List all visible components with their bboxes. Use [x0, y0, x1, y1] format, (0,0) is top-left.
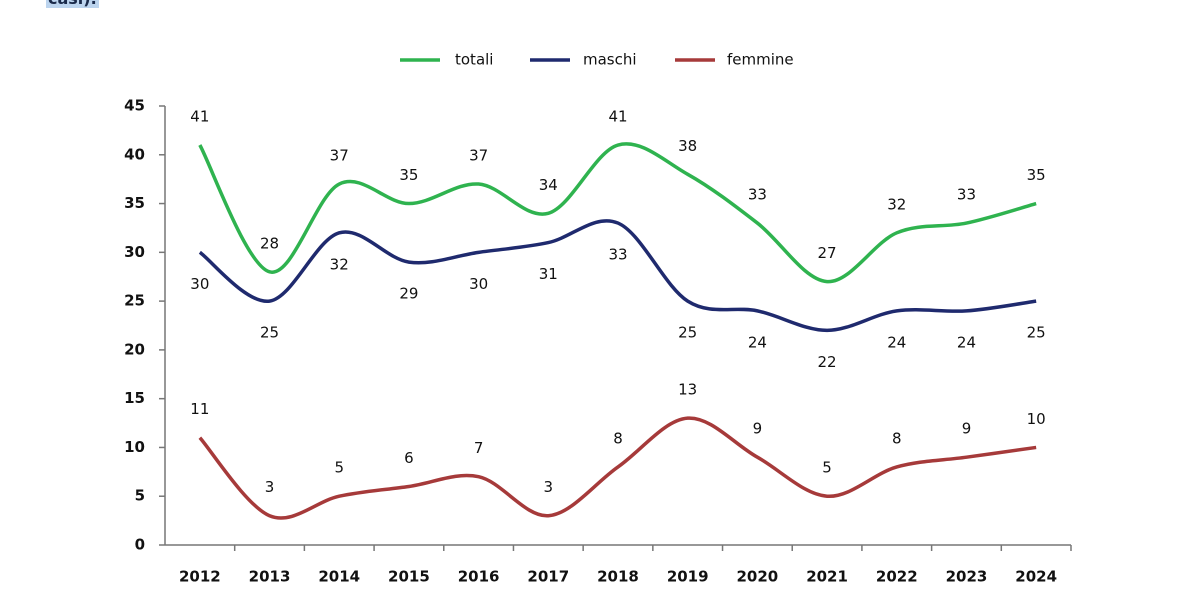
- y-tick-label: 15: [124, 389, 145, 407]
- series-line: [198, 142, 1037, 284]
- data-label: 7: [474, 439, 484, 457]
- x-tick-label: 2014: [318, 568, 360, 586]
- x-tick-label: 2019: [667, 568, 709, 586]
- x-tick-label: 2013: [249, 568, 291, 586]
- y-tick-label: 5: [135, 487, 145, 505]
- x-tick-label: 2023: [946, 568, 988, 586]
- data-label: 24: [957, 333, 976, 351]
- data-label: 33: [748, 186, 767, 204]
- data-label: 5: [822, 459, 832, 477]
- y-tick-label: 35: [124, 194, 145, 212]
- y-tick-label: 0: [135, 536, 145, 554]
- legend-label: maschi: [583, 51, 637, 69]
- data-label: 34: [539, 176, 558, 194]
- data-label: 33: [608, 246, 627, 264]
- y-tick-label: 20: [124, 340, 145, 358]
- y-tick-label: 45: [124, 97, 145, 115]
- x-tick-label: 2017: [527, 568, 569, 586]
- data-label: 13: [678, 381, 697, 399]
- data-label: 38: [678, 137, 697, 155]
- series-line: [198, 416, 1037, 520]
- data-label: 37: [469, 147, 488, 165]
- y-tick-label: 25: [124, 292, 145, 310]
- data-label: 32: [330, 255, 349, 273]
- data-label: 5: [334, 459, 344, 477]
- data-label: 31: [539, 265, 558, 283]
- data-label: 3: [265, 478, 275, 496]
- data-label: 3: [544, 478, 554, 496]
- data-label: 35: [1027, 166, 1046, 184]
- data-label: 25: [678, 324, 697, 342]
- data-label: 29: [399, 285, 418, 303]
- data-label: 32: [887, 195, 906, 213]
- data-label: 9: [962, 420, 972, 438]
- y-tick-label: 10: [124, 438, 145, 456]
- legend-label: femmine: [727, 51, 794, 69]
- data-label: 11: [190, 400, 209, 418]
- data-label: 24: [748, 333, 767, 351]
- x-tick-label: 2021: [806, 568, 848, 586]
- data-label: 8: [613, 429, 623, 447]
- page-text-fragment: casi).: [46, 0, 99, 8]
- data-label: 37: [330, 147, 349, 165]
- x-tick-label: 2015: [388, 568, 430, 586]
- data-label: 30: [190, 275, 209, 293]
- series-line: [198, 219, 1037, 333]
- y-tick-label: 30: [124, 243, 145, 261]
- x-tick-label: 2018: [597, 568, 639, 586]
- data-label: 27: [818, 244, 837, 262]
- legend-label: totali: [455, 51, 493, 69]
- data-label: 8: [892, 429, 902, 447]
- data-label: 25: [260, 324, 279, 342]
- data-label: 35: [399, 166, 418, 184]
- data-label: 22: [818, 353, 837, 371]
- data-label: 33: [957, 186, 976, 204]
- x-tick-label: 2016: [458, 568, 500, 586]
- data-label: 9: [753, 420, 763, 438]
- data-label: 25: [1027, 324, 1046, 342]
- data-label: 28: [260, 234, 279, 252]
- x-tick-label: 2012: [179, 568, 221, 586]
- x-tick-label: 2024: [1015, 568, 1057, 586]
- data-label: 10: [1027, 410, 1046, 428]
- data-label: 41: [608, 108, 627, 126]
- x-tick-label: 2022: [876, 568, 918, 586]
- data-label: 6: [404, 449, 414, 467]
- data-label: 24: [887, 333, 906, 351]
- data-label: 41: [190, 108, 209, 126]
- data-label: 30: [469, 275, 488, 293]
- y-tick-label: 40: [124, 145, 145, 163]
- x-tick-label: 2020: [737, 568, 779, 586]
